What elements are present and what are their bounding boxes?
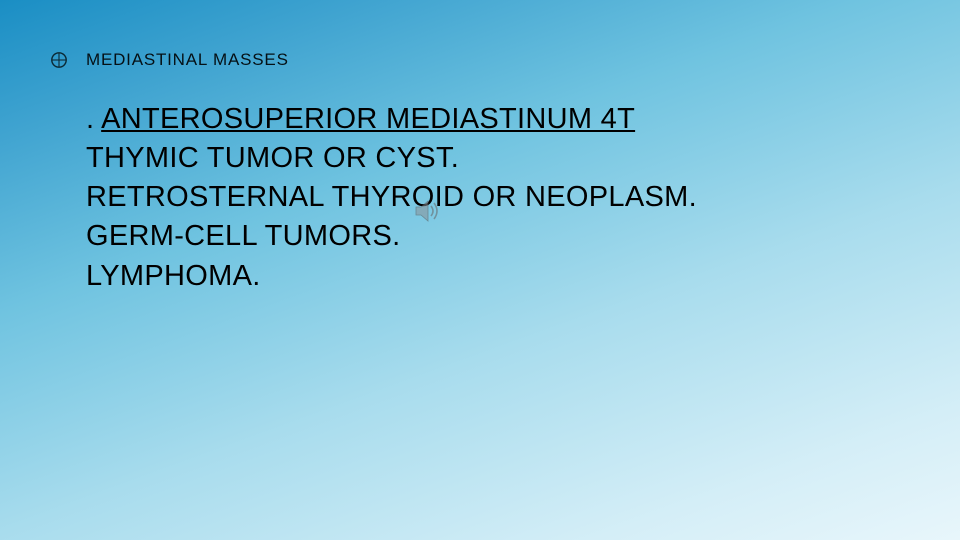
content-line-3: LYMPHOMA. — [86, 260, 261, 292]
content-heading: ANTEROSUPERIOR MEDIASTINUM 4T — [101, 103, 635, 135]
heading-prefix: . — [86, 103, 94, 135]
content-line-0: THYMIC TUMOR OR CYST. — [86, 142, 459, 174]
bullet-row: MEDIASTINAL MASSES — [50, 50, 910, 70]
speaker-icon[interactable] — [414, 198, 442, 224]
content-line-1: RETROSTERNAL THYROID OR NEOPLASM. — [86, 181, 697, 213]
bullet-text: MEDIASTINAL MASSES — [86, 50, 289, 70]
slide-container: MEDIASTINAL MASSES . ANTEROSUPERIOR MEDI… — [0, 0, 960, 540]
content-line-2: GERM-CELL TUMORS. — [86, 220, 400, 252]
circle-cross-bullet-icon — [50, 51, 68, 69]
content-block: . ANTEROSUPERIOR MEDIASTINUM 4T THYMIC T… — [50, 100, 910, 296]
